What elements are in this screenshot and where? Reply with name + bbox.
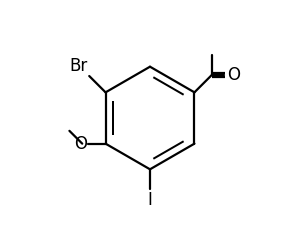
Text: O: O <box>74 135 87 153</box>
Text: O: O <box>228 66 241 84</box>
Text: Br: Br <box>69 57 87 75</box>
Text: I: I <box>148 191 152 209</box>
